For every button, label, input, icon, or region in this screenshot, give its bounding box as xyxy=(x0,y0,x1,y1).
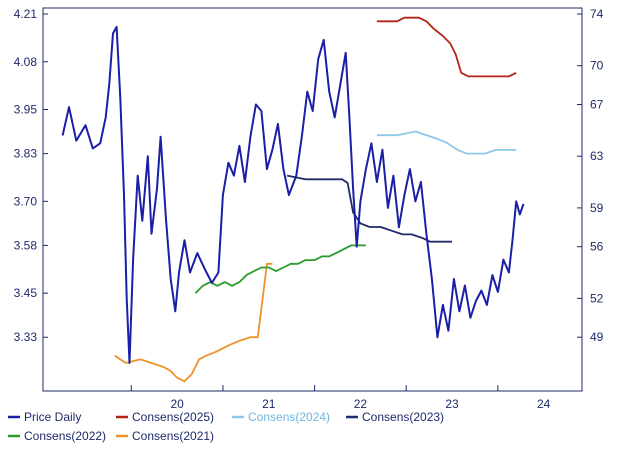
left-tick-label: 3.83 xyxy=(14,147,38,161)
right-tick-label: 56 xyxy=(590,240,604,254)
series-line-price-daily xyxy=(61,25,525,364)
series-line-consens-2021 xyxy=(114,262,273,383)
x-tick-label: 22 xyxy=(354,397,368,411)
right-tick-label: 49 xyxy=(590,330,604,344)
left-tick-label: 3.58 xyxy=(14,238,38,252)
right-tick-label: 67 xyxy=(590,97,604,111)
x-axis-ticks: 20 21 22 23 24 xyxy=(130,385,551,411)
right-axis-ticks: 74 70 67 63 59 56 52 49 xyxy=(577,7,604,344)
left-axis-ticks: 4.21 4.08 3.95 3.83 3.70 3.58 3.45 3.33 xyxy=(14,7,48,344)
series-line-consens-2022 xyxy=(194,244,366,294)
legend-label-consens-2025: Consens(2025) xyxy=(132,410,214,424)
x-tick-label: 21 xyxy=(262,397,276,411)
series-line-consens-2025 xyxy=(376,16,517,78)
right-tick-label: 70 xyxy=(590,59,604,73)
series-layer xyxy=(61,16,525,383)
x-tick-label: 23 xyxy=(445,397,459,411)
legend-label-consens-2021: Consens(2021) xyxy=(132,429,214,443)
left-tick-label: 4.21 xyxy=(14,7,38,21)
right-tick-label: 52 xyxy=(590,291,604,305)
left-tick-label: 3.45 xyxy=(14,286,38,300)
right-tick-label: 74 xyxy=(590,7,604,21)
left-tick-label: 3.70 xyxy=(14,194,38,208)
plot-area xyxy=(42,7,583,392)
left-tick-label: 3.95 xyxy=(14,103,38,117)
right-tick-label: 63 xyxy=(590,149,604,163)
left-tick-label: 4.08 xyxy=(14,55,38,69)
x-tick-label: 20 xyxy=(170,397,184,411)
right-tick-label: 59 xyxy=(590,201,604,215)
x-tick-label: 24 xyxy=(537,397,551,411)
legend: Price Daily Consens(2025) Consens(2024) Con… xyxy=(8,410,444,443)
legend-label-consens-2024: Consens(2024) xyxy=(248,410,330,424)
series-line-consens-2024 xyxy=(376,130,517,155)
left-tick-label: 3.33 xyxy=(14,330,38,344)
legend-label-consens-2023: Consens(2023) xyxy=(362,410,444,424)
legend-label-consens-2022: Consens(2022) xyxy=(24,429,106,443)
legend-label-price-daily: Price Daily xyxy=(24,410,81,424)
